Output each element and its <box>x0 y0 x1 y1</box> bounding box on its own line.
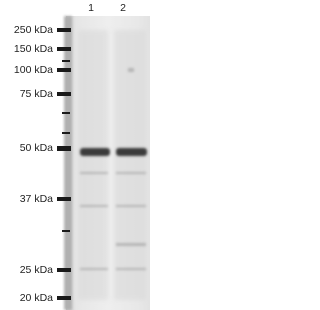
ladder-bands <box>57 28 71 300</box>
marker-label: 20 kDa <box>20 292 53 304</box>
marker-label: 75 kDa <box>20 88 53 100</box>
faint-band <box>80 268 108 270</box>
faint-band <box>80 205 108 207</box>
ladder-band <box>57 197 71 201</box>
ladder-band <box>57 68 71 72</box>
faint-band <box>116 243 146 246</box>
band <box>80 148 110 156</box>
marker-label: 37 kDa <box>20 193 53 205</box>
faint-bands <box>80 68 146 270</box>
lane-label: 1 <box>88 2 94 14</box>
marker-label: 150 kDa <box>14 43 53 55</box>
ladder-band <box>62 230 70 232</box>
marker-label: 250 kDa <box>14 24 53 36</box>
band <box>116 148 147 156</box>
lane-smear <box>114 30 146 300</box>
ladder-band <box>57 268 71 272</box>
ladder-band <box>57 47 71 51</box>
ladder-band <box>57 146 71 151</box>
marker-label: 50 kDa <box>20 142 53 154</box>
ladder-lane <box>64 16 72 310</box>
faint-band <box>80 172 108 174</box>
faint-band <box>116 172 146 174</box>
lane-label: 2 <box>120 2 126 14</box>
ladder-band <box>62 132 70 134</box>
ladder-band <box>62 60 70 62</box>
ladder-band <box>62 112 70 114</box>
faint-band <box>116 268 146 270</box>
faint-band <box>116 205 146 207</box>
marker-label: 100 kDa <box>14 64 53 76</box>
faint-band <box>128 68 134 72</box>
ladder-band <box>57 92 71 96</box>
marker-label: 25 kDa <box>20 264 53 276</box>
lane-smear <box>78 30 108 300</box>
ladder-band <box>57 28 71 32</box>
western-blot: 1 2 250 kDa 150 kDa 100 kDa 75 kDa 50 kD… <box>14 2 150 310</box>
ladder-band <box>57 296 71 300</box>
